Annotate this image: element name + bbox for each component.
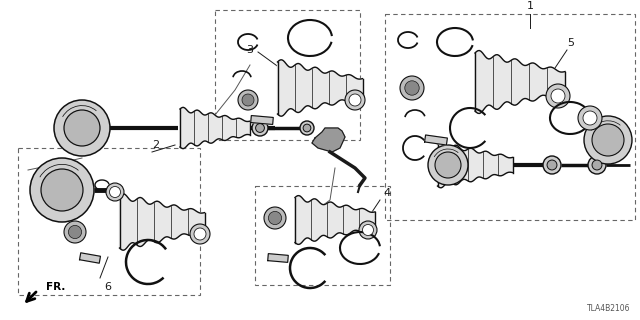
Circle shape bbox=[435, 152, 461, 178]
Polygon shape bbox=[120, 194, 205, 250]
Polygon shape bbox=[180, 108, 250, 148]
Circle shape bbox=[359, 221, 377, 239]
Circle shape bbox=[264, 207, 286, 229]
Circle shape bbox=[106, 183, 124, 201]
Circle shape bbox=[592, 124, 624, 156]
Circle shape bbox=[584, 116, 632, 164]
Circle shape bbox=[109, 187, 120, 197]
Circle shape bbox=[578, 106, 602, 130]
Circle shape bbox=[300, 121, 314, 135]
Circle shape bbox=[400, 76, 424, 100]
Circle shape bbox=[238, 90, 258, 110]
Circle shape bbox=[405, 81, 419, 95]
Polygon shape bbox=[424, 135, 447, 145]
Circle shape bbox=[255, 124, 264, 132]
Polygon shape bbox=[295, 196, 375, 244]
Text: 1: 1 bbox=[527, 1, 534, 11]
Circle shape bbox=[543, 156, 561, 174]
Text: 5: 5 bbox=[567, 38, 574, 48]
Polygon shape bbox=[278, 60, 362, 116]
Bar bbox=[255, 186, 390, 285]
Polygon shape bbox=[79, 253, 100, 263]
Circle shape bbox=[546, 84, 570, 108]
Circle shape bbox=[592, 160, 602, 170]
Circle shape bbox=[54, 100, 110, 156]
Bar bbox=[18, 148, 200, 295]
Bar bbox=[215, 10, 360, 140]
Circle shape bbox=[547, 160, 557, 170]
Circle shape bbox=[345, 90, 365, 110]
Circle shape bbox=[30, 158, 94, 222]
Text: FR.: FR. bbox=[46, 282, 65, 292]
Circle shape bbox=[41, 169, 83, 211]
Polygon shape bbox=[438, 142, 513, 188]
Circle shape bbox=[551, 89, 565, 103]
Circle shape bbox=[583, 111, 597, 125]
Circle shape bbox=[268, 212, 282, 225]
Polygon shape bbox=[268, 254, 288, 262]
Polygon shape bbox=[475, 51, 565, 114]
Circle shape bbox=[252, 120, 268, 136]
Text: 6: 6 bbox=[104, 282, 111, 292]
Circle shape bbox=[362, 225, 374, 236]
Bar bbox=[385, 14, 635, 220]
Text: TLA4B2106: TLA4B2106 bbox=[586, 304, 630, 313]
Circle shape bbox=[68, 225, 82, 239]
Circle shape bbox=[242, 94, 254, 106]
Circle shape bbox=[428, 145, 468, 185]
Text: 3: 3 bbox=[246, 45, 253, 55]
Circle shape bbox=[64, 221, 86, 243]
Circle shape bbox=[194, 228, 206, 240]
Circle shape bbox=[588, 156, 606, 174]
Polygon shape bbox=[312, 128, 345, 152]
Text: 2: 2 bbox=[152, 140, 159, 150]
Text: 4: 4 bbox=[383, 188, 390, 198]
Circle shape bbox=[64, 110, 100, 146]
Circle shape bbox=[349, 94, 361, 106]
Polygon shape bbox=[251, 116, 273, 124]
Circle shape bbox=[190, 224, 210, 244]
Circle shape bbox=[303, 124, 311, 132]
